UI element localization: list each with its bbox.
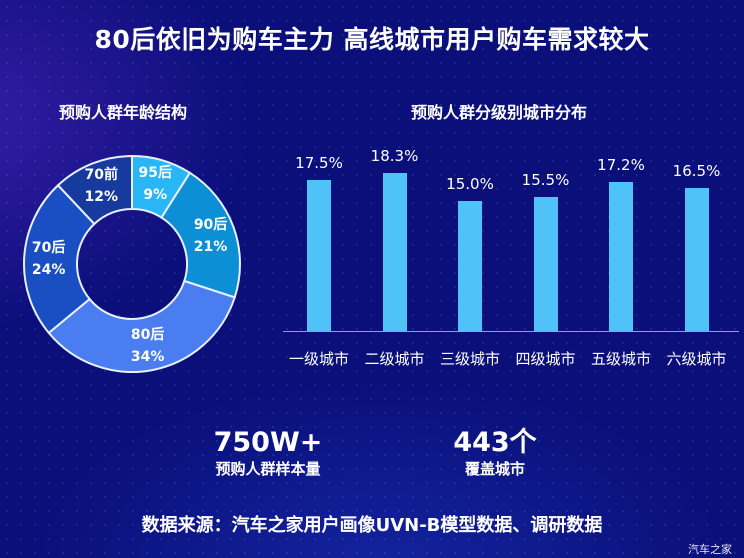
segment-name: 70后 [31,239,66,256]
city-bar [458,201,482,331]
donut-segment-label: 80后 34% [118,324,178,368]
data-source-note: 数据来源：汽车之家用户画像UVN-B模型数据、调研数据 [141,515,603,536]
bar-category-label: 五级城市 [590,350,651,368]
city-coverage-stat: 443个 覆盖城市 [440,428,550,480]
donut-segment [47,279,236,373]
segment-name: 80后 [130,327,165,344]
city-bar [609,182,633,331]
city-bar [533,197,558,331]
city-bar [382,172,407,331]
bar-category-label: 一级城市 [288,350,349,368]
city-coverage-number: 443个 [453,427,537,458]
segment-value: 24% [31,261,66,278]
city-bar [684,188,709,331]
bar-value-label: 15.0% [446,175,494,194]
donut-segment [23,183,96,335]
city-bar-chart: 17.5% 一级城市 18.3% 二级城市 15.0% 三级城市 15.5% 四级城市 17.2… [283,140,743,380]
watermark-logo: 汽车之家 [688,543,732,556]
sample-size-label: 预购人群样本量 [215,460,321,478]
segment-value: 21% [193,238,228,255]
donut-segment [160,171,241,299]
donut-segment-label: 70前 12% [71,164,131,208]
donut-segment-label: 90后 21% [181,214,241,258]
sample-size-stat: 750W+ 预购人群样本量 [193,428,343,480]
donut-segment-label: 95后 9% [125,162,185,206]
bar-value-label: 17.5% [295,153,343,172]
sample-size-number: 750W+ [213,427,323,458]
segment-value: 34% [130,349,165,366]
age-chart-title: 预购人群年龄结构 [59,103,188,122]
donut-segment-label: 70后 24% [19,237,79,281]
age-donut-chart [23,154,241,373]
segment-name: 90后 [193,216,228,233]
donut-segment [56,154,133,226]
city-bar [307,179,331,331]
bar-category-label: 六级城市 [666,350,727,368]
segment-name: 95后 [138,164,173,181]
city-chart-title: 预购人群分级别城市分布 [411,103,588,122]
segment-value: 12% [84,189,118,206]
bar-category-label: 二级城市 [364,350,425,368]
bar-value-label: 18.3% [370,146,419,165]
bar-value-label: 17.2% [597,156,645,175]
bar-value-label: 16.5% [672,162,721,181]
bar-category-label: 四级城市 [515,350,576,368]
bar-category-label: 三级城市 [439,350,500,368]
city-coverage-label: 覆盖城市 [464,460,525,478]
segment-name: 70前 [84,167,118,184]
segment-value: 9% [143,186,168,203]
page-title: 80后依旧为购车主力 高线城市用户购车需求较大 [94,25,650,54]
x-axis-line [283,331,739,332]
bar-value-label: 15.5% [521,171,570,190]
